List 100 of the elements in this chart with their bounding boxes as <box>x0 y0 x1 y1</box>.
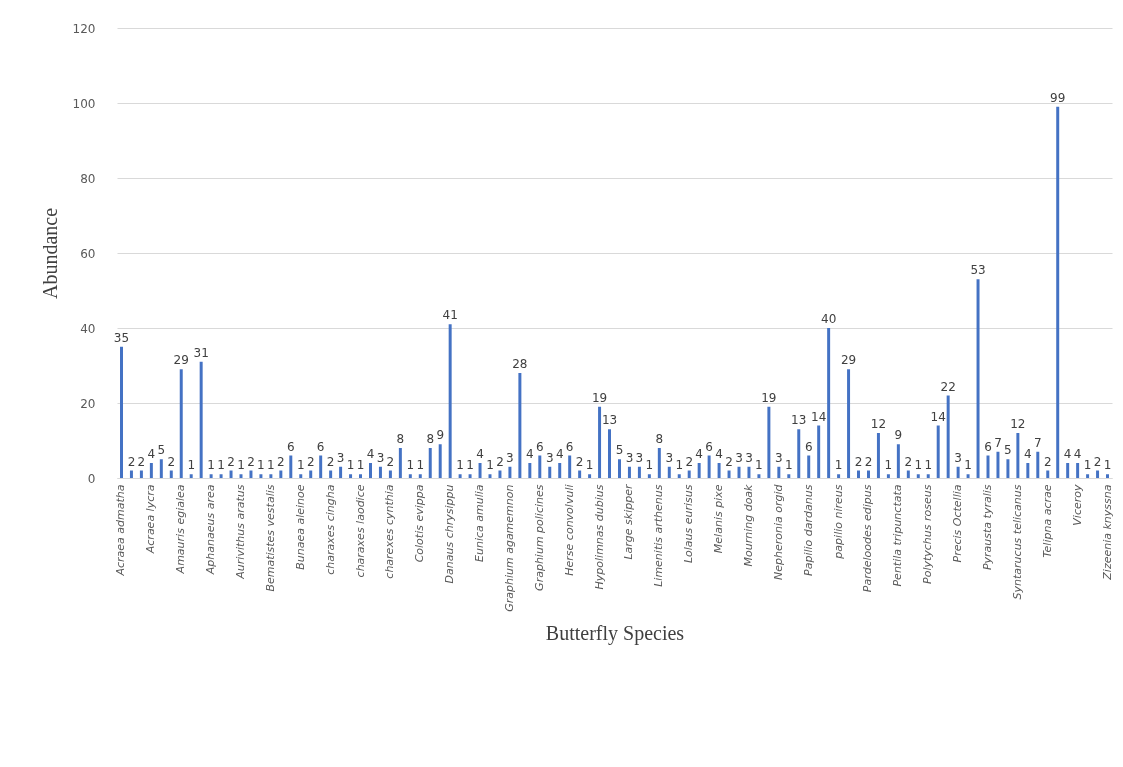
data-label: 13 <box>601 413 618 428</box>
data-label: 12 <box>870 417 887 431</box>
bar <box>588 474 592 478</box>
bar <box>398 448 402 478</box>
data-label: 8 <box>655 432 664 446</box>
bar <box>169 470 173 478</box>
data-label: 8 <box>426 432 435 446</box>
x-tick-label: Colotis evippa <box>413 484 427 563</box>
data-label: 3 <box>506 450 514 465</box>
bar <box>637 466 641 478</box>
data-label: 2 <box>496 454 504 469</box>
x-tick-label: Danaus chrysippu <box>443 484 457 584</box>
bar <box>677 474 681 478</box>
data-label: 1 <box>456 458 464 473</box>
x-tick-label: Mourning doak <box>741 483 755 567</box>
data-label: 2 <box>854 454 863 469</box>
bar <box>966 474 970 478</box>
bar <box>339 466 343 478</box>
bar <box>269 474 273 478</box>
bar <box>199 361 203 478</box>
data-label: 4 <box>1024 447 1032 461</box>
data-label: 1 <box>257 458 265 473</box>
data-label: 5 <box>157 443 166 458</box>
bar <box>837 474 841 478</box>
bar <box>667 466 671 478</box>
bar <box>189 474 193 478</box>
bar <box>876 433 880 478</box>
data-label: 3 <box>545 450 554 465</box>
data-label: 99 <box>1050 90 1066 105</box>
data-label: 2 <box>326 454 335 469</box>
data-label: 3 <box>954 450 962 465</box>
bar <box>1066 463 1070 478</box>
data-label: 1 <box>267 458 275 473</box>
data-label: 2 <box>1043 454 1052 469</box>
bar <box>956 466 960 478</box>
x-tick-label: Nepheronia orgid <box>771 483 785 581</box>
bar <box>119 346 123 478</box>
data-label: 1 <box>675 458 684 473</box>
data-label: 1 <box>346 458 355 473</box>
y-tick-label: 40 <box>80 321 96 336</box>
data-label: 1 <box>217 458 225 473</box>
bar <box>906 470 910 478</box>
data-label: 4 <box>1063 447 1072 461</box>
data-label: 2 <box>725 454 733 469</box>
data-label: 35 <box>113 330 130 345</box>
bar <box>797 429 801 478</box>
data-label: 6 <box>705 439 713 454</box>
bar <box>608 429 612 478</box>
bar <box>976 279 980 478</box>
bar <box>289 455 293 478</box>
data-label: 1 <box>884 458 893 473</box>
x-tick-label: Polytychus roseus <box>921 484 935 584</box>
data-label: 14 <box>930 409 946 424</box>
data-label: 3 <box>376 450 385 465</box>
bar <box>229 470 233 478</box>
data-label: 9 <box>436 428 445 443</box>
bar <box>757 474 761 478</box>
data-label: 2 <box>137 454 146 469</box>
data-label: 41 <box>442 308 458 323</box>
y-tick-label: 20 <box>80 396 96 411</box>
bar <box>388 470 392 478</box>
data-label: 3 <box>735 450 743 465</box>
bar <box>747 466 751 478</box>
bar <box>408 474 412 478</box>
bar <box>448 324 452 478</box>
bar <box>378 466 382 478</box>
bar <box>787 474 791 478</box>
bar <box>1086 474 1090 478</box>
data-label: 1 <box>834 458 843 473</box>
y-tick-label: 0 <box>87 471 96 486</box>
data-label: 1 <box>1083 458 1092 473</box>
data-label: 4 <box>555 447 564 461</box>
bar <box>139 470 143 478</box>
bar <box>508 466 512 478</box>
bar <box>329 470 333 478</box>
bar <box>468 474 472 478</box>
data-label: 2 <box>227 454 235 469</box>
bar <box>697 463 701 478</box>
x-tick-label: Papilio dardanus <box>801 484 815 576</box>
bar <box>438 444 442 478</box>
data-label: 6 <box>535 439 544 454</box>
data-label: 2 <box>685 454 694 469</box>
data-label: 13 <box>791 413 807 428</box>
data-label: 1 <box>914 458 923 473</box>
data-label: 3 <box>665 450 674 465</box>
data-label: 7 <box>994 435 1002 450</box>
x-tick-label: Aphanaeus area <box>204 484 218 576</box>
data-label: 1 <box>924 458 933 473</box>
x-tick-label: Aurivithus aratus <box>234 484 247 580</box>
x-tick-label: Syntarucus telicanus <box>1010 484 1024 600</box>
data-label: 2 <box>1093 454 1102 469</box>
y-axis-title: Abundance <box>38 207 61 300</box>
y-tick-label: 60 <box>80 246 96 261</box>
bar <box>159 459 163 478</box>
data-label: 1 <box>755 458 763 473</box>
bar <box>498 470 502 478</box>
data-label: 2 <box>277 454 285 469</box>
data-label: 1 <box>187 458 196 473</box>
x-tick-label: Bunaea aleinoe <box>293 484 307 570</box>
data-label: 40 <box>821 312 837 326</box>
